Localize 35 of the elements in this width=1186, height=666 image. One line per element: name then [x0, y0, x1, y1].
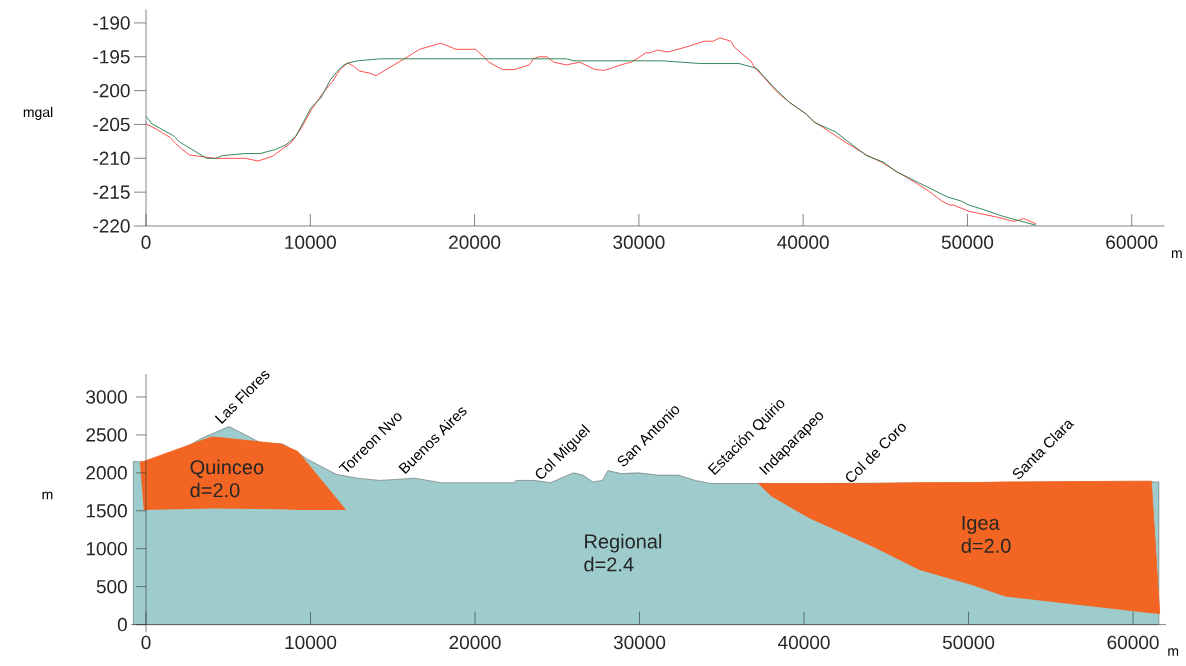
y-tick-label: -195: [93, 50, 130, 64]
y-tick-label: -200: [93, 83, 130, 98]
y-axis-title: mgal: [23, 106, 53, 120]
x-tick-label: 10000: [285, 635, 337, 650]
x-axis-title: m: [1171, 250, 1182, 258]
x-tick-label: 60000: [1107, 635, 1159, 650]
y-tick-label: -210: [93, 151, 130, 166]
x-tick-label: 20000: [449, 235, 501, 249]
y-tick-label: 0: [117, 617, 127, 632]
x-tick-label: 30000: [613, 235, 665, 249]
x-tick-label: 30000: [613, 635, 666, 650]
x-tick-label: 10000: [285, 235, 336, 249]
x-tick-label: 40000: [778, 635, 830, 650]
x-tick-label: 0: [141, 235, 151, 249]
x-tick-label: 50000: [941, 235, 994, 249]
y-tick-label: -220: [93, 219, 130, 233]
y-tick-label: 1000: [86, 541, 127, 556]
y-axis-title: m: [42, 491, 53, 500]
y-tick-label: 1500: [86, 504, 127, 518]
y-tick-label: -215: [93, 185, 130, 199]
x-tick-label: 60000: [1106, 235, 1158, 249]
y-tick-label: 2000: [86, 466, 127, 480]
x-tick-label: 40000: [777, 235, 829, 249]
x-tick-label: 50000: [942, 635, 995, 650]
x-axis-title: m: [1168, 648, 1179, 656]
y-tick-label: -190: [93, 16, 130, 30]
y-tick-label: 3000: [86, 390, 127, 404]
x-tick-label: 20000: [449, 635, 501, 650]
y-tick-label: 2500: [86, 428, 127, 442]
series-label: Quinceo d=2.0: [190, 459, 264, 498]
series-label: Igea d=2.0: [961, 515, 1011, 553]
y-tick-label: 500: [96, 579, 127, 594]
y-tick-label: -205: [93, 117, 130, 132]
series-label: Regional d=2.4: [584, 533, 662, 572]
x-tick-label: 0: [141, 635, 151, 650]
